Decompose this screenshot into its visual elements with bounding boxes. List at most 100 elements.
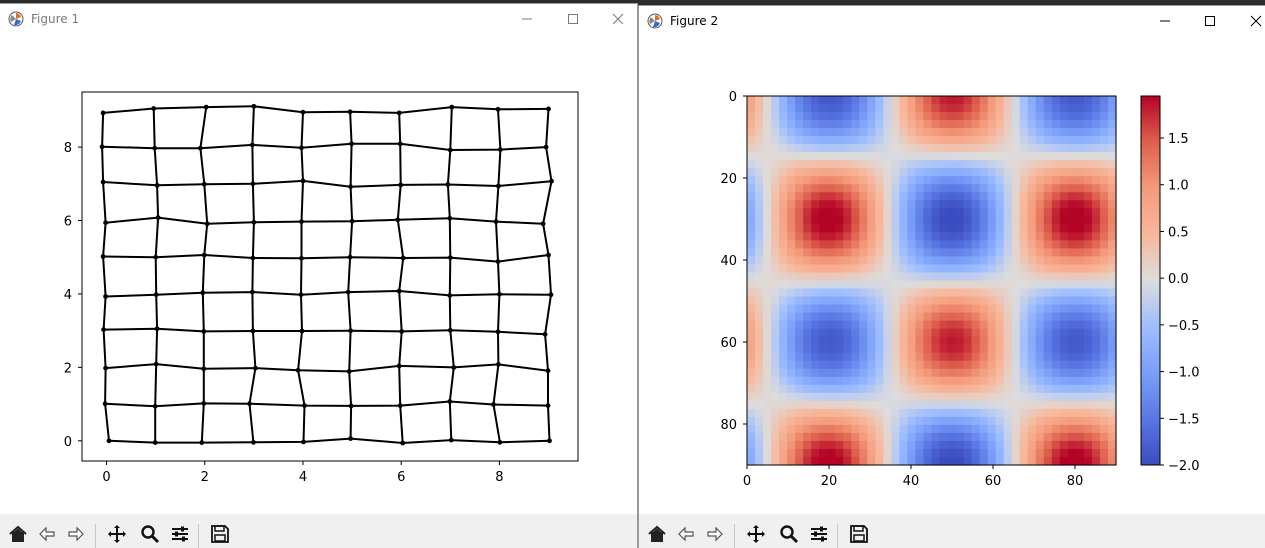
heatmap-cell [899, 152, 909, 161]
heatmap-cell [1099, 456, 1109, 466]
heatmap-cell [915, 208, 925, 217]
heatmap-cell [1027, 200, 1037, 209]
heatmap-cell [1067, 216, 1077, 225]
home-button[interactable] [643, 520, 671, 548]
heatmap-cell [867, 192, 876, 201]
heatmap-cell [987, 184, 997, 193]
heatmap-cell [1019, 120, 1029, 129]
forward-arrow-button[interactable] [62, 520, 90, 548]
mesh-point [103, 365, 108, 371]
heatmap-cell [1043, 208, 1053, 217]
forward-arrow-icon [707, 526, 723, 542]
configure-subplots-button[interactable] [805, 520, 833, 548]
heatmap-cell [995, 296, 1005, 306]
heatmap-cell [763, 400, 772, 410]
heatmap-cell [947, 384, 957, 394]
minimize-button[interactable] [1143, 6, 1187, 36]
heatmap-cell [923, 448, 933, 458]
zoom-magnifier-button[interactable] [136, 520, 164, 548]
heatmap-cell [803, 200, 812, 209]
heatmap-cell [931, 416, 941, 426]
heatmap-cell [971, 304, 981, 314]
heatmap-cell [819, 176, 828, 185]
heatmap-cell [859, 408, 868, 418]
heatmap-cell [1011, 232, 1021, 241]
heatmap-cell [1083, 208, 1093, 217]
heatmap-cell [923, 400, 933, 410]
heatmap-cell [819, 192, 828, 201]
heatmap-cell [947, 368, 957, 378]
minimize-button[interactable] [505, 4, 549, 34]
mesh-point [447, 399, 453, 404]
heatmap-cell [987, 224, 997, 233]
heatmap-cell [923, 176, 933, 185]
heatmap-cell [883, 440, 892, 450]
heatmap-cell [939, 400, 949, 410]
heatmap-cell [979, 224, 989, 233]
heatmap-cell [939, 440, 949, 450]
maximize-button[interactable] [551, 4, 595, 34]
heatmap-cell [899, 296, 909, 306]
zoom-magnifier-button[interactable] [775, 520, 803, 548]
heatmap-cell [883, 136, 892, 145]
heatmap-cell [1059, 448, 1069, 458]
heatmap-cell [1107, 256, 1117, 266]
heatmap-cell [875, 328, 884, 338]
heatmap-cell [1027, 416, 1037, 426]
heatmap-cell [1035, 112, 1045, 121]
pan-move-button[interactable] [742, 520, 770, 548]
heatmap-cell [947, 216, 957, 225]
home-button[interactable] [4, 520, 32, 548]
heatmap-cell [747, 120, 756, 129]
pan-move-button[interactable] [103, 520, 131, 548]
heatmap-cell [843, 216, 852, 225]
heatmap-cell [867, 168, 876, 177]
heatmap-cell [1107, 272, 1117, 282]
heatmap-cell [955, 208, 965, 217]
heatmap-cell [995, 440, 1005, 450]
heatmap-cell [939, 264, 949, 274]
heatmap-cell [995, 184, 1005, 193]
close-button[interactable] [1234, 6, 1265, 36]
heatmap-cell [875, 336, 884, 346]
back-arrow-button[interactable] [33, 520, 61, 548]
heatmap-cell [963, 104, 973, 113]
heatmap-cell [979, 152, 989, 161]
heatmap-cell [915, 160, 925, 169]
heatmap-cell [995, 408, 1005, 418]
heatmap-cell [1035, 96, 1045, 105]
configure-subplots-button[interactable] [166, 520, 194, 548]
heatmap-cell [1019, 208, 1029, 217]
heatmap-cell [827, 232, 836, 241]
heatmap-cell [747, 208, 756, 217]
heatmap-cell [1075, 272, 1085, 282]
heatmap-cell [931, 440, 941, 450]
back-arrow-button[interactable] [672, 520, 700, 548]
save-floppy-button[interactable] [206, 520, 234, 548]
figure-2-titlebar[interactable]: Figure 2 [639, 6, 1265, 36]
close-button[interactable] [596, 4, 637, 34]
heatmap-cell [1091, 280, 1101, 290]
figure-1-titlebar[interactable]: Figure 1 [0, 4, 637, 34]
maximize-button[interactable] [1188, 6, 1232, 36]
heatmap-cell [923, 392, 933, 402]
heatmap-cell [771, 216, 780, 225]
save-floppy-button[interactable] [845, 520, 873, 548]
heatmap-cell [1027, 280, 1037, 290]
forward-arrow-button[interactable] [701, 520, 729, 548]
heatmap-cell [955, 344, 965, 354]
heatmap-cell [955, 256, 965, 266]
heatmap-cell [1019, 272, 1029, 282]
heatmap-cell [1043, 136, 1053, 145]
heatmap-cell [923, 280, 933, 290]
heatmap-cell [907, 296, 917, 306]
heatmap-cell [883, 400, 892, 410]
heatmap-cell [803, 288, 812, 298]
mesh-point [250, 142, 255, 148]
heatmap-cell [1075, 296, 1085, 306]
heatmap-cell [787, 224, 796, 233]
heatmap-cell [1043, 144, 1053, 153]
